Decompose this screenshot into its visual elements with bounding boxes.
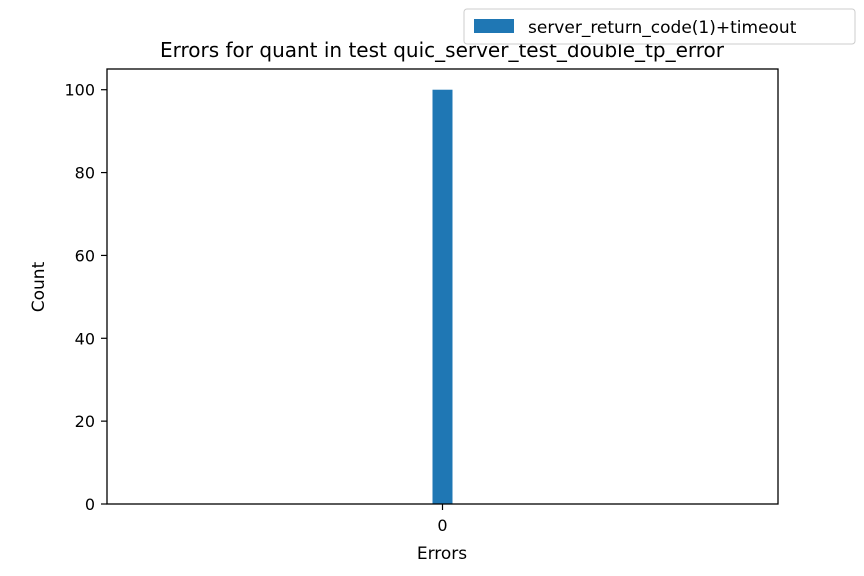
y-tick-label: 20 (75, 412, 95, 431)
y-tick-label: 60 (75, 246, 95, 265)
x-tick-label: 0 (437, 516, 447, 535)
y-tick-label: 100 (64, 81, 95, 100)
x-axis-label: Errors (417, 544, 467, 564)
plot-frame (106, 68, 779, 505)
bar (432, 89, 453, 504)
bars (432, 89, 453, 504)
legend-entry: server_return_code(1)+timeout (528, 18, 797, 38)
y-axis: 0 20 40 60 80 100 (64, 81, 107, 514)
x-axis: 0 (437, 504, 448, 535)
y-tick-label: 0 (85, 495, 95, 514)
y-axis-label: Count (29, 261, 49, 312)
y-tick-label: 40 (75, 329, 95, 348)
y-tick-label: 80 (75, 164, 95, 183)
legend-frame (463, 8, 856, 45)
legend-swatch (474, 19, 514, 33)
legend: server_return_code(1)+timeout (463, 8, 856, 45)
